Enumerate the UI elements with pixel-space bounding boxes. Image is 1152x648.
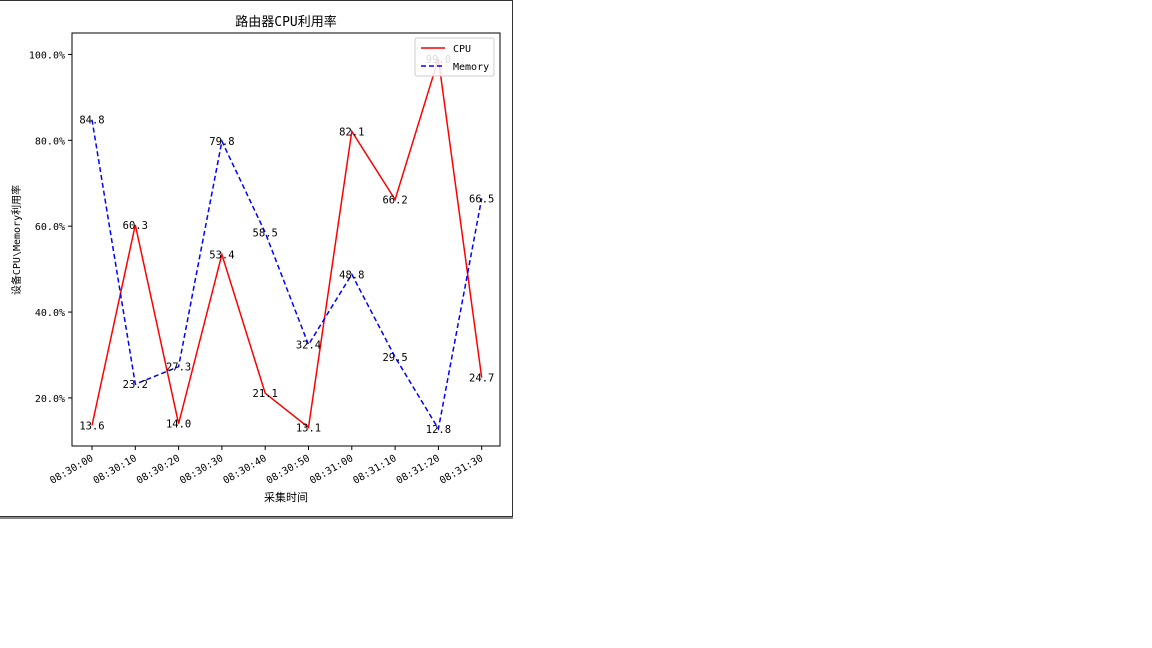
y-tick-label: 40.0% [35, 308, 65, 319]
series-layer [91, 58, 483, 431]
figure-window: 路由器CPU利用率 20.0% 40.0% 60.0% 80.0% 100.0% 08:… [0, 0, 513, 517]
plot-frame [71, 32, 501, 447]
data-label-cpu: 13.1 [296, 423, 321, 435]
window-border [0, 0, 512, 1]
line-chart: 路由器CPU利用率 20.0% 40.0% 60.0% 80.0% 100.0% 08:… [10, 14, 501, 504]
series-line-memory [91, 119, 483, 431]
data-label-cpu: 13.6 [79, 420, 104, 432]
data-label-cpu: 21.1 [253, 388, 278, 400]
x-tick-label: 08:30:10 [92, 453, 139, 487]
data-label-memory: 84.8 [79, 115, 104, 127]
data-label-cpu: 60.3 [123, 220, 148, 232]
data-label-memory: 27.3 [166, 362, 191, 374]
data-label-memory: 29.5 [382, 352, 407, 364]
x-tick-label: 08:31:10 [351, 453, 398, 487]
x-tick-label: 08:30:50 [265, 453, 312, 487]
legend-label-cpu: CPU [453, 44, 471, 55]
x-tick-label: 08:31:30 [438, 453, 485, 487]
x-tick-label: 08:31:20 [395, 453, 442, 487]
data-label-memory: 32.4 [296, 340, 321, 352]
chart-title: 路由器CPU利用率 [235, 14, 336, 30]
x-tick-label: 08:30:40 [221, 453, 268, 487]
data-label-memory: 58.5 [253, 228, 278, 240]
x-tick-label: 08:30:00 [48, 453, 95, 487]
data-label-cpu: 53.4 [209, 250, 234, 262]
data-labels: 13.660.314.053.421.113.182.166.299.024.7… [79, 54, 494, 436]
x-axis-label: 采集时间 [264, 490, 308, 504]
data-label-memory: 12.8 [426, 424, 451, 436]
legend-label-memory: Memory [453, 62, 489, 73]
data-label-memory: 66.5 [469, 193, 494, 205]
data-label-cpu: 24.7 [469, 373, 494, 385]
data-label-memory: 23.2 [123, 379, 148, 391]
series-line-cpu [91, 58, 483, 429]
y-tick-label: 80.0% [35, 136, 65, 147]
x-tick-label: 08:30:30 [178, 453, 225, 487]
data-label-cpu: 82.1 [339, 126, 364, 138]
y-tick-label: 60.0% [35, 222, 65, 233]
plot-area [71, 32, 501, 447]
data-label-cpu: 14.0 [166, 419, 191, 431]
data-label-cpu: 66.2 [382, 195, 407, 207]
legend: CPU Memory [414, 37, 495, 77]
x-tick-label: 08:30:20 [135, 453, 182, 487]
y-axis-label: 设备CPU\Memory利用率 [10, 185, 23, 295]
data-label-memory: 48.8 [339, 269, 364, 281]
data-label-memory: 79.8 [209, 136, 234, 148]
x-axis: 08:30:0008:30:1008:30:2008:30:3008:30:40… [48, 446, 485, 487]
y-tick-label: 100.0% [29, 50, 65, 61]
y-tick-label: 20.0% [35, 394, 65, 405]
x-tick-label: 08:31:00 [308, 453, 355, 487]
y-axis: 20.0% 40.0% 60.0% 80.0% 100.0% [29, 50, 72, 405]
